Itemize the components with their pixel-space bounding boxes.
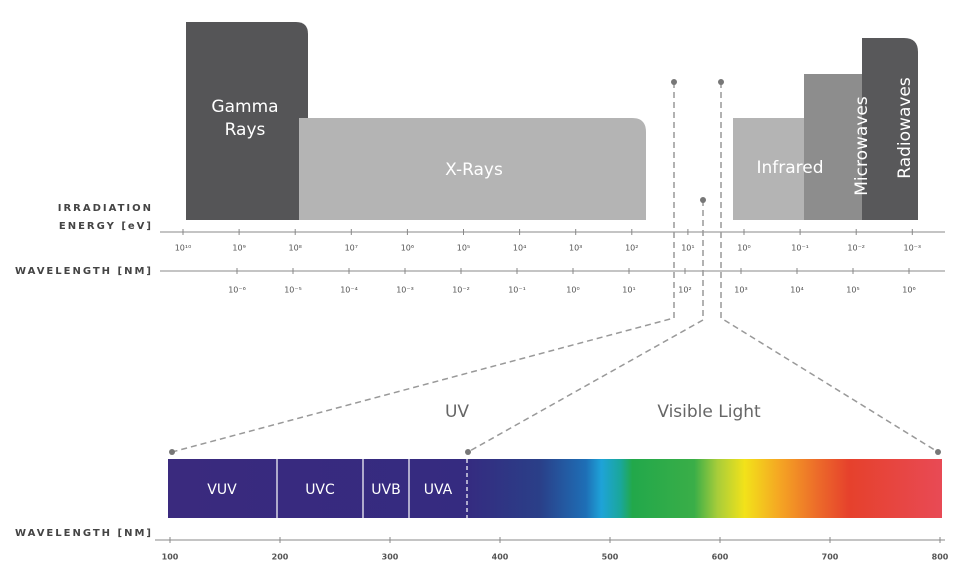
microwave-band <box>804 74 876 220</box>
energy-tick-label: 10⁴ <box>513 244 526 253</box>
band-label: Rays <box>225 120 266 140</box>
energy-tick-label: 10¹ <box>681 244 694 253</box>
band-label: Infrared <box>756 158 823 178</box>
axis-label: WAVELENGTH [NM] <box>15 266 153 277</box>
axis-label: WAVELENGTH [NM] <box>15 528 153 539</box>
wavelength-tick-label: 10⁻³ <box>396 286 414 295</box>
wavelength-tick-label: 10⁻¹ <box>508 286 526 295</box>
wavelength-tick-label: 700 <box>822 553 839 562</box>
energy-tick-label: 10⁻³ <box>903 244 921 253</box>
wavelength-tick-label: 10¹ <box>622 286 635 295</box>
segment-dividers <box>276 459 468 518</box>
wavelength-tick-label: 10⁻² <box>452 286 470 295</box>
wavelength-tick-label: 300 <box>382 553 399 562</box>
band-label: X-Rays <box>445 160 503 180</box>
energy-tick-label: 10⁹ <box>232 244 245 253</box>
wavelength-tick-label: 10³ <box>734 286 747 295</box>
wavelength-tick-label: 10² <box>678 286 691 295</box>
wavelength-tick-label: 10⁻⁶ <box>228 286 246 295</box>
segment-label: UVC <box>305 482 335 498</box>
generated: 10¹⁰ 10⁹ 10⁸ 10⁷ 10⁶ 10⁵ 10⁴ 10³ 10² 10¹ 10⁰ 10⁻¹ 10… <box>162 229 949 562</box>
wavelength-tick-label: 600 <box>712 553 729 562</box>
energy-tick-label: 10¹⁰ <box>175 244 192 253</box>
energy-tick-label: 10⁷ <box>345 244 358 253</box>
segment-label: UVA <box>424 482 453 498</box>
wavelength-tick-label: 800 <box>932 553 949 562</box>
wavelength-tick-label: 100 <box>162 553 179 562</box>
xray-band <box>299 118 646 220</box>
energy-tick-label: 10⁸ <box>289 244 302 253</box>
zoom-dots <box>169 79 941 455</box>
wavelength-tick-label: 10⁴ <box>790 286 803 295</box>
energy-tick-label: 10² <box>625 244 638 253</box>
wavelength-tick-label: 500 <box>602 553 619 562</box>
energy-tick-label: 10⁶ <box>401 244 414 253</box>
wavelength-tick-label: 10⁵ <box>846 286 859 295</box>
energy-tick-label: 10⁻¹ <box>791 244 809 253</box>
spectrum-bar <box>168 459 942 518</box>
gamma-band <box>186 22 308 220</box>
wavelength-tick-label: 200 <box>272 553 289 562</box>
energy-tick-label: 10⁰ <box>737 244 750 253</box>
region-label: UV <box>445 402 469 422</box>
wavelength-tick-label: 10⁻⁵ <box>284 286 302 295</box>
segment-label: VUV <box>207 482 237 498</box>
wavelength-tick-label: 400 <box>492 553 509 562</box>
band-label: Gamma <box>211 97 278 117</box>
axis-label: IRRADIATION <box>58 203 153 214</box>
band-label: Microwaves <box>852 96 872 196</box>
zoom-line <box>467 200 704 453</box>
zoom-line <box>720 82 939 453</box>
radiowave-band <box>862 38 918 220</box>
axis-label: ENERGY [eV] <box>59 221 153 232</box>
energy-tick-label: 10⁵ <box>457 244 470 253</box>
wavelength-tick-label: 10⁻⁴ <box>340 286 358 295</box>
wavelength-tick-label: 10⁰ <box>566 286 579 295</box>
band-label: Radiowaves <box>895 77 915 179</box>
energy-tick-label: 10³ <box>569 244 582 253</box>
energy-tick-label: 10⁻² <box>847 244 865 253</box>
region-label: Visible Light <box>657 402 761 422</box>
segment-label: UVB <box>371 482 400 498</box>
zoom-line <box>171 82 675 453</box>
wavelength-tick-label: 10⁶ <box>902 286 915 295</box>
